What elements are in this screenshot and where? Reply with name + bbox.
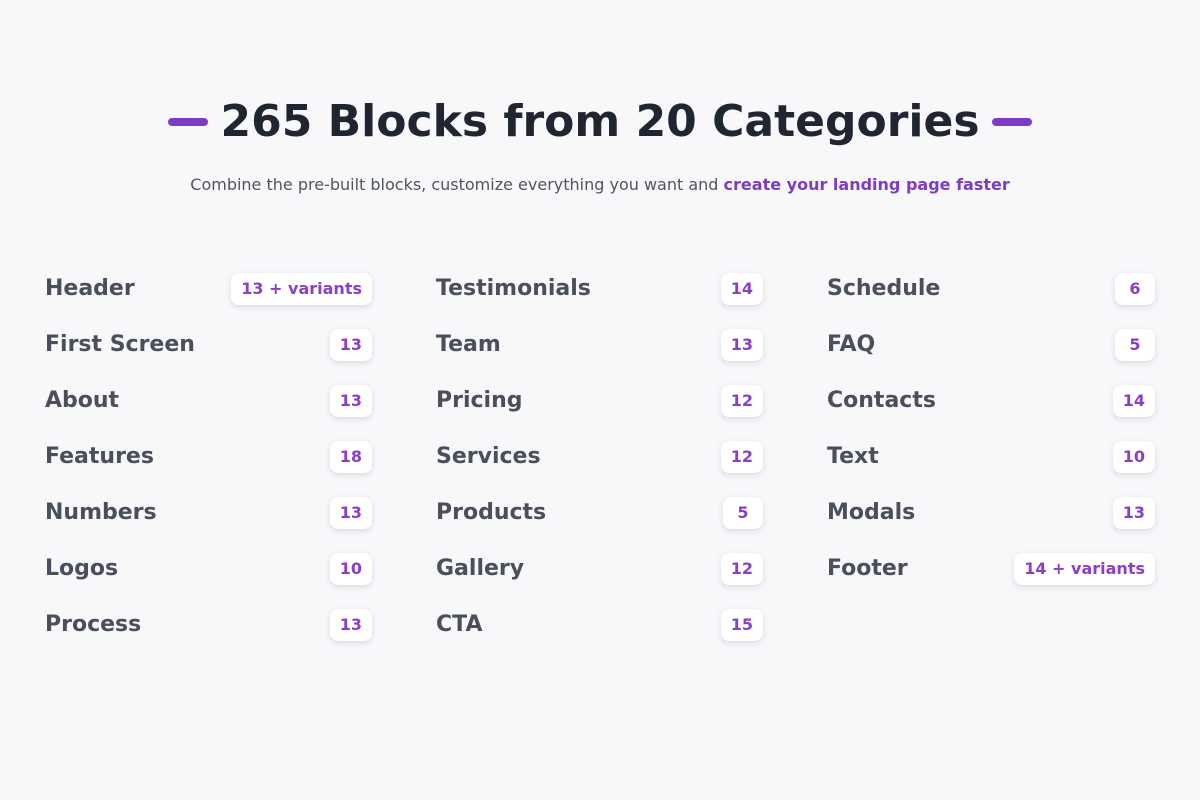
category-row[interactable]: Gallery 12: [436, 549, 763, 589]
subtitle-text: Combine the pre-built blocks, customize …: [190, 175, 719, 194]
block-count: 12: [720, 441, 763, 473]
category-name: Logos: [45, 556, 119, 581]
block-count: 13: [329, 385, 372, 417]
category-row[interactable]: Logos 10: [45, 549, 372, 589]
category-row[interactable]: Modals 13: [827, 493, 1155, 533]
category-name: Pricing: [436, 388, 523, 413]
block-count: 13: [720, 329, 763, 361]
block-count: 5: [723, 497, 763, 529]
category-row[interactable]: Features 18: [45, 437, 372, 477]
block-count: 13: [329, 609, 372, 641]
category-name: About: [45, 388, 120, 413]
subtitle: Combine the pre-built blocks, customize …: [0, 173, 1200, 197]
title-dash: [168, 118, 208, 126]
category-row[interactable]: About 13: [45, 381, 372, 421]
block-count: 18: [329, 441, 372, 473]
category-name: Gallery: [436, 556, 525, 581]
category-name: Numbers: [45, 500, 157, 525]
block-count: 15: [720, 609, 763, 641]
category-name: Text: [827, 444, 879, 469]
block-count: 6: [1115, 273, 1155, 305]
category-row[interactable]: Text 10: [827, 437, 1155, 477]
category-row[interactable]: Header 13 + variants: [45, 269, 372, 309]
category-name: FAQ: [827, 332, 876, 357]
category-name: Footer: [827, 556, 908, 581]
category-row[interactable]: Team 13: [436, 325, 763, 365]
category-name: Testimonials: [436, 276, 591, 301]
block-count: 5: [1115, 329, 1155, 361]
category-row[interactable]: FAQ 5: [827, 325, 1155, 365]
title: 265 Blocks from 20 Categories: [220, 96, 980, 147]
category-row[interactable]: Numbers 13: [45, 493, 372, 533]
category-name: Features: [45, 444, 154, 469]
block-count: 10: [1112, 441, 1155, 473]
category-name: Modals: [827, 500, 916, 525]
category-row[interactable]: Testimonials 14: [436, 269, 763, 309]
category-name: Products: [436, 500, 547, 525]
category-row[interactable]: Contacts 14: [827, 381, 1155, 421]
category-row[interactable]: Schedule 6: [827, 269, 1155, 309]
block-count: 14: [1112, 385, 1155, 417]
category-name: CTA: [436, 612, 483, 637]
category-row[interactable]: Services 12: [436, 437, 763, 477]
category-row[interactable]: Footer 14 + variants: [827, 549, 1155, 589]
category-name: Contacts: [827, 388, 936, 413]
block-count: 13: [329, 497, 372, 529]
category-name: Header: [45, 276, 135, 301]
block-count: 14 + variants: [1014, 553, 1155, 585]
category-row[interactable]: Process 13: [45, 605, 372, 645]
block-count: 12: [720, 385, 763, 417]
category-row[interactable]: CTA 15: [436, 605, 763, 645]
category-name: Schedule: [827, 276, 941, 301]
block-count: 14: [720, 273, 763, 305]
block-count: 13: [329, 329, 372, 361]
category-row[interactable]: First Screen 13: [45, 325, 372, 365]
category-row[interactable]: Products 5: [436, 493, 763, 533]
category-name: First Screen: [45, 332, 195, 357]
block-count: 12: [720, 553, 763, 585]
category-name: Team: [436, 332, 501, 357]
category-name: Process: [45, 612, 142, 637]
block-count: 13: [1112, 497, 1155, 529]
block-count: 10: [329, 553, 372, 585]
title-dash: [992, 118, 1032, 126]
category-row[interactable]: Pricing 12: [436, 381, 763, 421]
block-count: 13 + variants: [231, 273, 372, 305]
subtitle-link[interactable]: create your landing page faster: [723, 175, 1010, 194]
category-name: Services: [436, 444, 541, 469]
